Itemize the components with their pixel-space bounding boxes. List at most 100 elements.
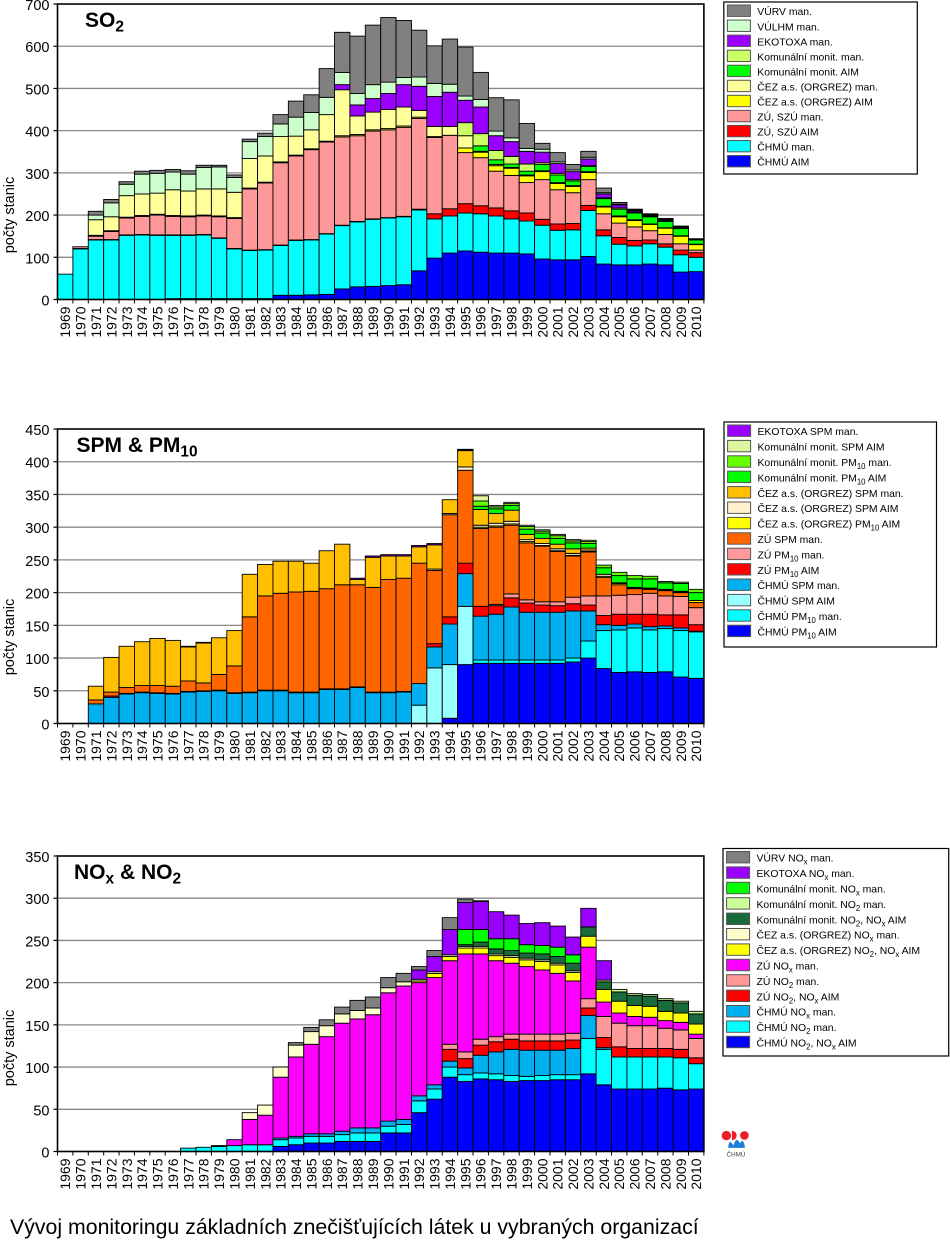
svg-text:250: 250	[25, 934, 49, 950]
svg-text:1981: 1981	[242, 1158, 258, 1189]
svg-text:2010: 2010	[688, 1158, 704, 1189]
svg-text:2005: 2005	[611, 306, 627, 337]
svg-text:1987: 1987	[334, 730, 350, 761]
svg-text:1982: 1982	[257, 1158, 273, 1189]
svg-text:1979: 1979	[211, 306, 227, 337]
svg-text:100: 100	[25, 652, 49, 668]
svg-text:2003: 2003	[580, 306, 596, 337]
svg-text:ZÚ NOx​ man.: ZÚ NOx​ man.	[757, 960, 819, 975]
svg-text:1979: 1979	[211, 730, 227, 761]
svg-text:2008: 2008	[657, 306, 673, 337]
svg-text:2009: 2009	[673, 306, 689, 337]
svg-text:ČHMÚ PM10​ man.: ČHMÚ PM10​ man.	[758, 610, 842, 625]
svg-text:1982: 1982	[257, 730, 273, 761]
svg-text:2001: 2001	[550, 306, 566, 337]
svg-text:1985: 1985	[303, 306, 319, 337]
svg-text:ČHMÚ man.: ČHMÚ man.	[757, 141, 814, 154]
svg-text:ČEZ a.s. (ORGREZ) man.: ČEZ a.s. (ORGREZ) man.	[757, 80, 878, 93]
svg-text:1974: 1974	[134, 306, 150, 337]
svg-text:100: 100	[25, 251, 49, 267]
svg-text:1991: 1991	[396, 306, 412, 337]
svg-text:2007: 2007	[642, 1158, 658, 1189]
svg-text:50: 50	[33, 685, 49, 701]
svg-text:1970: 1970	[73, 730, 89, 761]
svg-text:1971: 1971	[88, 1158, 104, 1189]
svg-text:ČEZ a.s. (ORGREZ) NOx​ man.: ČEZ a.s. (ORGREZ) NOx​ man.	[757, 929, 900, 944]
svg-text:EKOTOXA man.: EKOTOXA man.	[757, 37, 832, 48]
svg-text:2005: 2005	[611, 1158, 627, 1189]
svg-text:1970: 1970	[73, 306, 89, 337]
svg-text:2010: 2010	[688, 306, 704, 337]
svg-text:400: 400	[25, 125, 49, 141]
svg-text:1969: 1969	[57, 730, 73, 761]
svg-text:1999: 1999	[519, 730, 535, 761]
svg-text:1981: 1981	[242, 306, 258, 337]
svg-text:150: 150	[25, 619, 49, 635]
svg-text:ZÚ SPM man.: ZÚ SPM man.	[758, 533, 823, 546]
svg-text:1972: 1972	[103, 1158, 119, 1189]
svg-text:500: 500	[25, 82, 49, 98]
svg-text:1998: 1998	[504, 730, 520, 761]
svg-text:1976: 1976	[165, 730, 181, 761]
svg-text:1997: 1997	[488, 1158, 504, 1189]
svg-text:2004: 2004	[596, 306, 612, 337]
svg-text:1982: 1982	[257, 306, 273, 337]
svg-text:1987: 1987	[334, 306, 350, 337]
svg-text:2002: 2002	[565, 730, 581, 761]
svg-text:1993: 1993	[427, 1158, 443, 1189]
svg-text:1973: 1973	[119, 306, 135, 337]
svg-text:1983: 1983	[273, 306, 289, 337]
svg-text:1991: 1991	[396, 730, 412, 761]
svg-text:350: 350	[25, 850, 49, 866]
svg-text:1975: 1975	[150, 1158, 166, 1189]
svg-text:600: 600	[25, 40, 49, 56]
svg-text:2001: 2001	[550, 730, 566, 761]
svg-text:2005: 2005	[611, 730, 627, 761]
svg-text:1977: 1977	[180, 306, 196, 337]
svg-text:1983: 1983	[273, 1158, 289, 1189]
svg-text:1990: 1990	[380, 306, 396, 337]
svg-text:1980: 1980	[226, 730, 242, 761]
svg-text:1988: 1988	[350, 730, 366, 761]
svg-text:2001: 2001	[550, 1158, 566, 1189]
svg-text:300: 300	[25, 892, 49, 908]
svg-text:1975: 1975	[150, 306, 166, 337]
svg-text:1987: 1987	[334, 1158, 350, 1189]
svg-text:1986: 1986	[319, 730, 335, 761]
svg-text:1984: 1984	[288, 306, 304, 337]
svg-text:250: 250	[25, 554, 49, 570]
svg-text:1977: 1977	[180, 1158, 196, 1189]
svg-text:2007: 2007	[642, 730, 658, 761]
svg-text:400: 400	[25, 456, 49, 472]
svg-text:1989: 1989	[365, 306, 381, 337]
svg-text:Vývoj monitoringu základních z: Vývoj monitoringu základních znečišťujíc…	[10, 1215, 699, 1239]
svg-text:VÚRV man.: VÚRV man.	[757, 5, 812, 18]
svg-text:1998: 1998	[504, 306, 520, 337]
svg-text:2009: 2009	[673, 1158, 689, 1189]
svg-text:1980: 1980	[226, 306, 242, 337]
svg-text:1988: 1988	[350, 1158, 366, 1189]
svg-text:1971: 1971	[88, 730, 104, 761]
svg-text:1989: 1989	[365, 730, 381, 761]
svg-text:počty stanic: počty stanic	[2, 1010, 18, 1087]
svg-text:1997: 1997	[488, 306, 504, 337]
svg-text:2003: 2003	[580, 730, 596, 761]
svg-text:700: 700	[25, 0, 49, 14]
svg-text:1985: 1985	[303, 1158, 319, 1189]
svg-text:1969: 1969	[57, 1158, 73, 1189]
svg-text:2007: 2007	[642, 306, 658, 337]
svg-text:2004: 2004	[596, 730, 612, 761]
svg-text:ZÚ NO2​, NOx​ AIM: ZÚ NO2​, NOx​ AIM	[757, 990, 840, 1005]
svg-text:ČHMÚ PM10​ AIM: ČHMÚ PM10​ AIM	[758, 625, 837, 640]
svg-text:50: 50	[33, 1103, 49, 1119]
svg-text:1976: 1976	[165, 306, 181, 337]
svg-text:SPM & PM10: SPM & PM10	[77, 434, 198, 461]
svg-text:2000: 2000	[534, 306, 550, 337]
svg-text:ČEZ a.s. (ORGREZ) PM10​ AIM: ČEZ a.s. (ORGREZ) PM10​ AIM	[758, 518, 901, 533]
svg-text:2006: 2006	[627, 1158, 643, 1189]
svg-text:2002: 2002	[565, 1158, 581, 1189]
svg-text:150: 150	[25, 1019, 49, 1035]
svg-text:počty stanic: počty stanic	[2, 599, 18, 676]
svg-text:2008: 2008	[657, 1158, 673, 1189]
svg-text:1999: 1999	[519, 1158, 535, 1189]
